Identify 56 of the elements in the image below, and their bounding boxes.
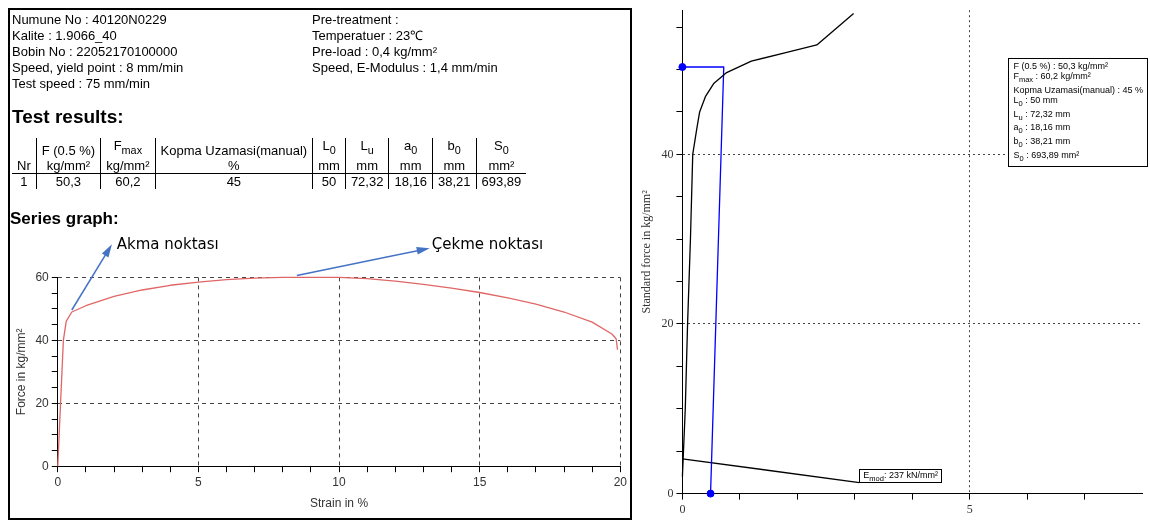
y-tick-label: 0 [667,485,674,500]
text: Test results: [12,106,125,128]
x-tick-label: 5 [195,474,203,489]
category-label: F$_{max}$ kg/mm² [100,138,156,174]
text: Temperatuer : 23℃ [312,28,425,44]
text: 693,89 [481,173,522,189]
chart-title: Series graph: [10,208,119,228]
x-tick-label: 10 [332,474,347,489]
annotation: Akma noktası [116,235,219,254]
text: Kalite : 1.9066_40 [12,28,118,44]
category-label: b$_{0}$ mm [432,138,477,174]
x-tick-label: 15 [473,474,487,489]
text: Speed, E-Modulus : 1,4 mm/min [312,60,499,76]
y-axis-title: Force in kg/mm² [13,328,28,416]
y-axis-title: Standard force in kg/mm² [639,189,654,314]
text: 1 [20,173,28,189]
text: Pre-load : 0,4 kg/mm² [312,44,438,60]
y-tick-label: 60 [35,269,50,284]
text: Numune No : 40120N0229 [12,12,168,28]
text: Speed, yield point : 8 mm/min [12,60,185,76]
annotation: S$_{0}$ : 693,89 mm² [1013,149,1081,164]
category-label: F (0.5 %) kg/mm² [36,138,101,174]
text: 38,21 [437,173,471,189]
x-axis-title: Strain in % [310,496,369,511]
text: Test speed : 75 mm/min [12,76,151,92]
y-tick-label: 20 [661,316,674,331]
text: 50,3 [55,173,82,189]
y-tick-label: 20 [35,395,50,410]
category-label: L$_{u}$ mm [345,138,389,174]
y-tick-label: 40 [661,146,674,161]
annotation: E$_{mod}$: 237 kN/mm² [859,468,942,484]
annotation: L$_{0}$ : 50 mm [1013,94,1058,109]
text: 45 [226,173,242,189]
category-label: L$_{0}$ mm [312,138,346,174]
category-label: a$_{0}$ mm [388,138,433,174]
text: 60,2 [115,173,141,189]
annotation: L$_{u}$ : 72,32 mm [1013,108,1072,123]
category-label: Nr [12,138,37,174]
text: 18,16 [394,173,427,189]
y-tick-label: 0 [42,458,50,473]
annotation: b$_{0}$ : 38,21 mm [1013,136,1072,150]
annotation: a$_{0}$ : 18,16 mm [1013,122,1072,137]
category-label: Kopma Uzamasi(manual) % [155,138,313,174]
category-label: S$_{0}$ mm² [476,138,527,174]
x-tick-label: 5 [966,501,973,516]
x-tick-label: 0 [54,474,62,489]
annotation: Kopma Uzamasi(manual) : 45 % [1013,84,1143,95]
annotation: F (0.5 %) : 50,3 kg/mm² [1013,61,1109,71]
text: Pre-treatment : [312,12,400,28]
text: Bobin No : 22052170100000 [12,44,179,60]
text: 50 [321,173,337,189]
annotation: Çekme noktası [431,235,544,254]
x-tick-label: 20 [613,474,628,489]
text: 72,32 [350,173,384,189]
y-tick-label: 40 [35,332,50,347]
annotation: F$_{max}$ : 60,2 kg/mm² [1013,71,1092,85]
